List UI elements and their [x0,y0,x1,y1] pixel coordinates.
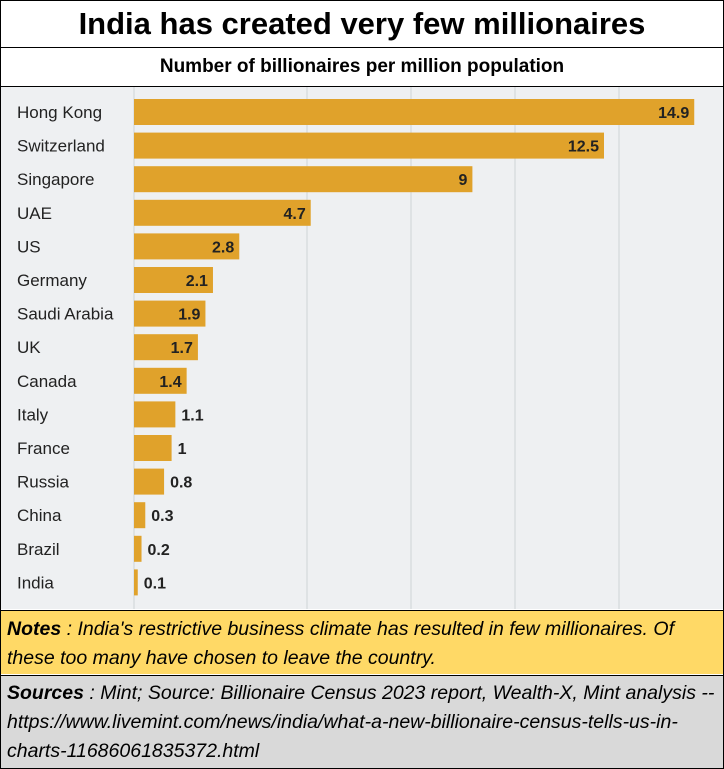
notes-text: : India's restrictive business climate h… [7,618,674,669]
category-label: Brazil [17,540,60,559]
data-label: 1.1 [181,407,203,424]
bar [134,233,240,260]
data-label: 4.7 [283,206,305,223]
notes-box: Notes : India's restrictive business cli… [1,610,723,674]
bar [134,334,198,361]
data-label: 0.1 [144,575,166,592]
category-label: India [17,573,54,592]
category-label: France [17,439,70,458]
sources-label: Sources [7,682,84,704]
category-label: China [17,506,62,525]
chart-area: Hong Kong 14.9 Switzerland 12.5 Singapore 9 UA… [1,87,723,609]
category-label: Russia [17,473,70,492]
category-label: Hong Kong [17,103,102,122]
sources-box: Sources : Mint; Source: Billionaire Cens… [1,675,723,768]
category-label: Switzerland [17,137,105,156]
category-label: US [17,237,41,256]
chart-title: India has created very few millionaires [1,1,723,48]
category-label: Saudi Arabia [17,305,114,324]
data-label: 2.8 [212,239,234,256]
data-label: 14.9 [658,105,689,122]
bar [134,468,165,495]
data-label: 9 [458,172,467,189]
bar [134,569,138,596]
bar [134,435,172,461]
bar [134,367,187,394]
category-label: Germany [17,271,87,290]
category-label: UK [17,338,41,357]
data-label: 1.7 [171,340,193,357]
category-label: Singapore [17,170,95,189]
bar [134,166,473,193]
bar [134,502,146,529]
bar [134,132,604,159]
data-label: 2.1 [186,273,208,290]
bar [134,535,142,562]
category-label: Italy [17,405,49,424]
data-label: 0.8 [170,475,192,492]
data-label: 1.4 [159,374,181,391]
bar [134,300,206,327]
data-label: 1 [178,441,187,458]
notes-label: Notes [7,618,62,640]
category-label: UAE [17,204,52,223]
data-label: 0.3 [151,508,173,525]
bar [134,401,176,428]
bar [134,199,311,226]
bar [134,99,695,125]
data-label: 0.2 [148,542,170,559]
bar-chart: Hong Kong 14.9 Switzerland 12.5 Singapore 9 UA… [17,87,695,609]
bar [134,267,213,293]
category-label: Canada [17,372,77,391]
data-label: 12.5 [568,139,599,156]
sources-text: : Mint; Source: Billionaire Census 2023 … [7,682,715,762]
data-label: 1.9 [178,307,200,324]
chart-subtitle: Number of billionaires per million popul… [1,48,723,87]
